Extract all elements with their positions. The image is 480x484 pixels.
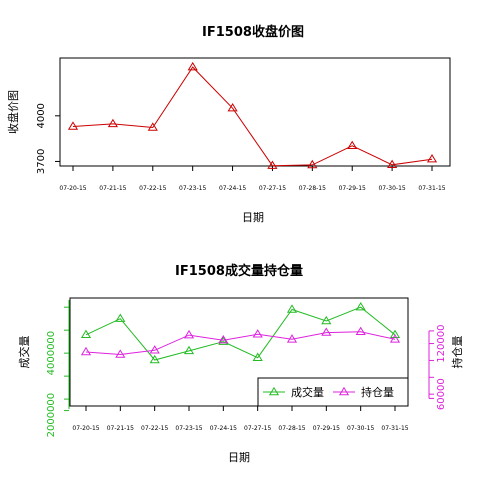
volume-point (355, 302, 366, 311)
chart2-plot-frame (69, 297, 409, 407)
chart2-left-y-ticks: 2000000 4000000 (46, 300, 70, 438)
volume-point (115, 313, 126, 322)
open-interest-point (80, 346, 92, 356)
chart2-x-label: 日期 (228, 451, 250, 464)
x-tick-label: 07-31-15 (381, 425, 408, 432)
chart1-plot-frame (59, 57, 451, 167)
volume-point (252, 352, 263, 361)
x-tick-label: 07-28-15 (278, 425, 305, 432)
x-tick-label: 07-30-15 (378, 185, 405, 192)
x-tick-label: 07-27-15 (259, 185, 286, 192)
x-tick-label: 07-20-15 (59, 185, 86, 192)
left-y-tick-label: 4000000 (46, 331, 57, 376)
open-interest-point (149, 345, 160, 354)
chart2-legend: 成交量 持仓量 (257, 377, 409, 407)
volume-point (286, 304, 298, 313)
x-tick-label: 07-29-15 (339, 185, 366, 192)
x-tick-label: 07-30-15 (347, 425, 374, 432)
volume-point (389, 329, 401, 338)
open-interest-point (321, 327, 332, 336)
chart2-x-ticks: 07-20-15 07-21-15 07-22-15 07-23-15 07-24-15… (72, 406, 409, 432)
left-y-tick-label: 2000000 (46, 393, 57, 438)
chart1-y-label: 收盘价图 (6, 90, 20, 134)
x-tick-label: 07-21-15 (99, 185, 126, 192)
y-tick-label: 3700 (36, 149, 47, 174)
close-price-point (347, 140, 358, 149)
legend-marker (338, 386, 350, 396)
volume-point (321, 315, 332, 325)
open-interest-point (183, 329, 195, 339)
x-tick-label: 07-29-15 (313, 425, 340, 432)
right-y-tick-label: 120000 (436, 325, 447, 363)
y-tick-label: 4000 (36, 103, 47, 128)
chart2-series (80, 302, 401, 364)
volume-oi-chart: IF1508成交量持仓量 07-20-15 07-21-15 07-22-15 07-… (17, 263, 464, 464)
chart1-title: IF1508收盘价图 (202, 24, 304, 40)
x-tick-label: 07-24-15 (219, 185, 246, 192)
close-price-line (72, 66, 433, 167)
legend-marker (268, 386, 280, 396)
open-interest-point (286, 334, 298, 343)
legend-label: 持仓量 (361, 385, 394, 399)
x-tick-label: 07-21-15 (107, 425, 134, 432)
close-price-point (267, 160, 278, 169)
volume-point (218, 336, 229, 345)
chart1-x-label: 日期 (242, 211, 264, 224)
open-interest-point (218, 335, 229, 344)
close-price-chart: IF1508收盘价图 07-20-15 07-21-15 07-22-15 07-23… (6, 24, 451, 224)
open-interest-point (389, 334, 401, 343)
close-price-point (107, 118, 118, 128)
chart2-right-y-ticks: 60000 120000 (428, 325, 447, 410)
x-tick-label: 07-27-15 (244, 425, 271, 432)
close-price-point (147, 122, 158, 131)
x-tick-label: 07-22-15 (139, 185, 166, 192)
x-tick-label: 07-28-15 (299, 185, 326, 192)
volume-point (183, 345, 195, 355)
x-tick-label: 07-20-15 (72, 425, 99, 432)
close-price-point (387, 159, 398, 168)
open-interest-point (115, 349, 126, 358)
legend-label: 成交量 (291, 385, 324, 399)
x-tick-label: 07-22-15 (141, 425, 168, 432)
close-price-point (307, 159, 318, 169)
open-interest-point (252, 329, 263, 338)
x-tick-label: 07-24-15 (210, 425, 237, 432)
chart1-series (67, 61, 438, 169)
volume-point (149, 354, 160, 364)
chart1-x-ticks: 07-20-15 07-21-15 07-22-15 07-23-15 07-24-15… (59, 166, 446, 192)
close-price-point (67, 121, 79, 130)
close-price-point (227, 103, 238, 112)
open-interest-point (355, 326, 366, 335)
legend-items: 成交量 持仓量 (263, 385, 394, 399)
x-tick-label: 07-31-15 (418, 185, 445, 192)
close-price-point (426, 154, 438, 163)
right-y-tick-label: 60000 (436, 378, 447, 410)
chart1-y-ticks: 3700 4000 (36, 103, 60, 174)
close-price-point (187, 61, 198, 71)
volume-line (85, 306, 396, 361)
chart2-y-label-right: 持仓量 (450, 336, 464, 369)
chart2-y-label-left: 成交量 (17, 336, 31, 369)
x-tick-label: 07-23-15 (179, 185, 206, 192)
x-tick-label: 07-23-15 (175, 425, 202, 432)
open-interest-line (85, 331, 396, 356)
volume-point (80, 329, 92, 338)
chart2-title: IF1508成交量持仓量 (175, 263, 303, 279)
